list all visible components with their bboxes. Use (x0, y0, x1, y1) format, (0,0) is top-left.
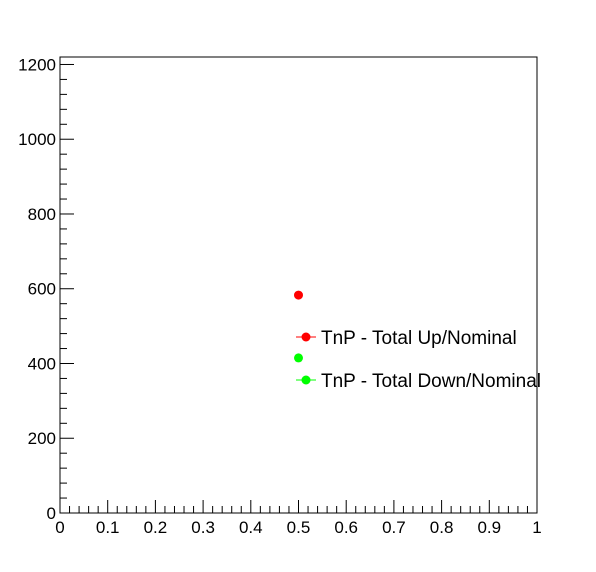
data-point (294, 290, 303, 300)
legend: TnP - Total Up/Nominal TnP - Total Down/N… (296, 328, 541, 392)
x-tick-label: 0.7 (382, 518, 406, 537)
data-point (294, 353, 303, 363)
x-tick-label: 0.5 (287, 518, 311, 537)
x-tick-label: 0.1 (96, 518, 120, 537)
legend-label: TnP - Total Down/Nominal (321, 371, 541, 392)
y-axis: 0 200 400 600 800 1000 1200 (18, 55, 74, 523)
x-tick-label: 0.8 (430, 518, 454, 537)
y-tick-label: 1200 (18, 55, 56, 74)
y-tick-label: 0 (47, 504, 56, 523)
data-points (294, 290, 303, 363)
x-tick-label: 0.2 (144, 518, 168, 537)
x-tick-label: 0.3 (191, 518, 215, 537)
y-tick-label: 1000 (18, 130, 56, 149)
y-tick-label: 800 (28, 205, 56, 224)
x-tick-label: 1 (532, 518, 541, 537)
legend-marker (301, 375, 311, 385)
y-tick-label: 200 (28, 429, 56, 448)
legend-marker (301, 332, 311, 342)
x-tick-label: 0.9 (477, 518, 501, 537)
y-tick-label: 400 (28, 354, 56, 373)
x-tick-label: 0 (55, 518, 64, 537)
x-axis: 0 0.1 0.2 0.3 0.4 0.5 0.6 0.7 0.8 0.9 1 (55, 500, 542, 537)
x-tick-label: 0.6 (334, 518, 358, 537)
y-tick-label: 600 (28, 280, 56, 299)
plot-frame (59, 56, 538, 514)
x-tick-label: 0.4 (239, 518, 263, 537)
legend-label: TnP - Total Up/Nominal (321, 328, 517, 349)
